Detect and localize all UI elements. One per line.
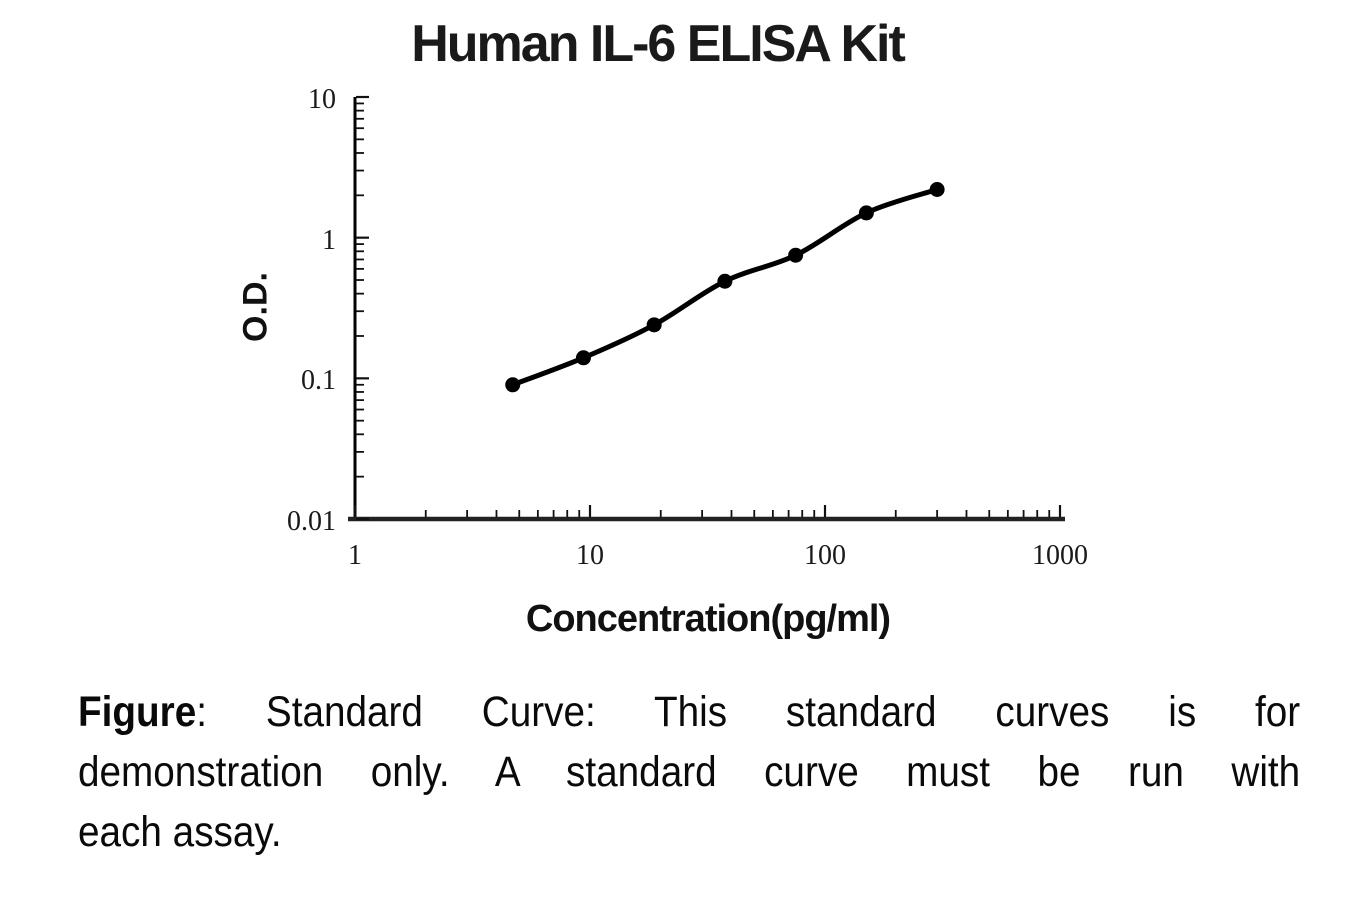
x-tick-label: 1000 — [1032, 540, 1088, 571]
y-tick-label: 0.01 — [287, 506, 336, 537]
data-point — [505, 377, 521, 393]
caption-line-2: demonstration only. A standard curve mus… — [78, 748, 1301, 796]
x-tick-label: 1 — [348, 540, 362, 571]
data-point — [717, 273, 733, 289]
data-point — [858, 205, 874, 221]
y-tick-label: 10 — [308, 84, 336, 115]
y-tick-label: 1 — [322, 224, 336, 256]
data-point — [788, 247, 804, 263]
x-axis-title: Concentration(pg/ml) — [525, 598, 891, 640]
y-axis-title: O.D. — [236, 272, 275, 342]
data-point — [646, 317, 662, 333]
caption-line-1-text: : Standard Curve: This standard curves i… — [196, 688, 1301, 736]
figure-caption: Figure: Standard Curve: This standard cu… — [78, 682, 1300, 862]
data-point — [929, 181, 945, 197]
data-point — [575, 350, 591, 366]
chart-title: Human IL-6 ELISA Kit — [411, 15, 906, 73]
y-tick-label: 0.1 — [301, 365, 336, 397]
x-tick-label: 100 — [804, 540, 846, 571]
caption-line-1: Figure: Standard Curve: This standard cu… — [78, 682, 1300, 742]
figure-label: Figure — [78, 688, 197, 736]
caption-line-3: each assay. — [78, 808, 282, 856]
x-tick-label: 10 — [576, 540, 604, 571]
